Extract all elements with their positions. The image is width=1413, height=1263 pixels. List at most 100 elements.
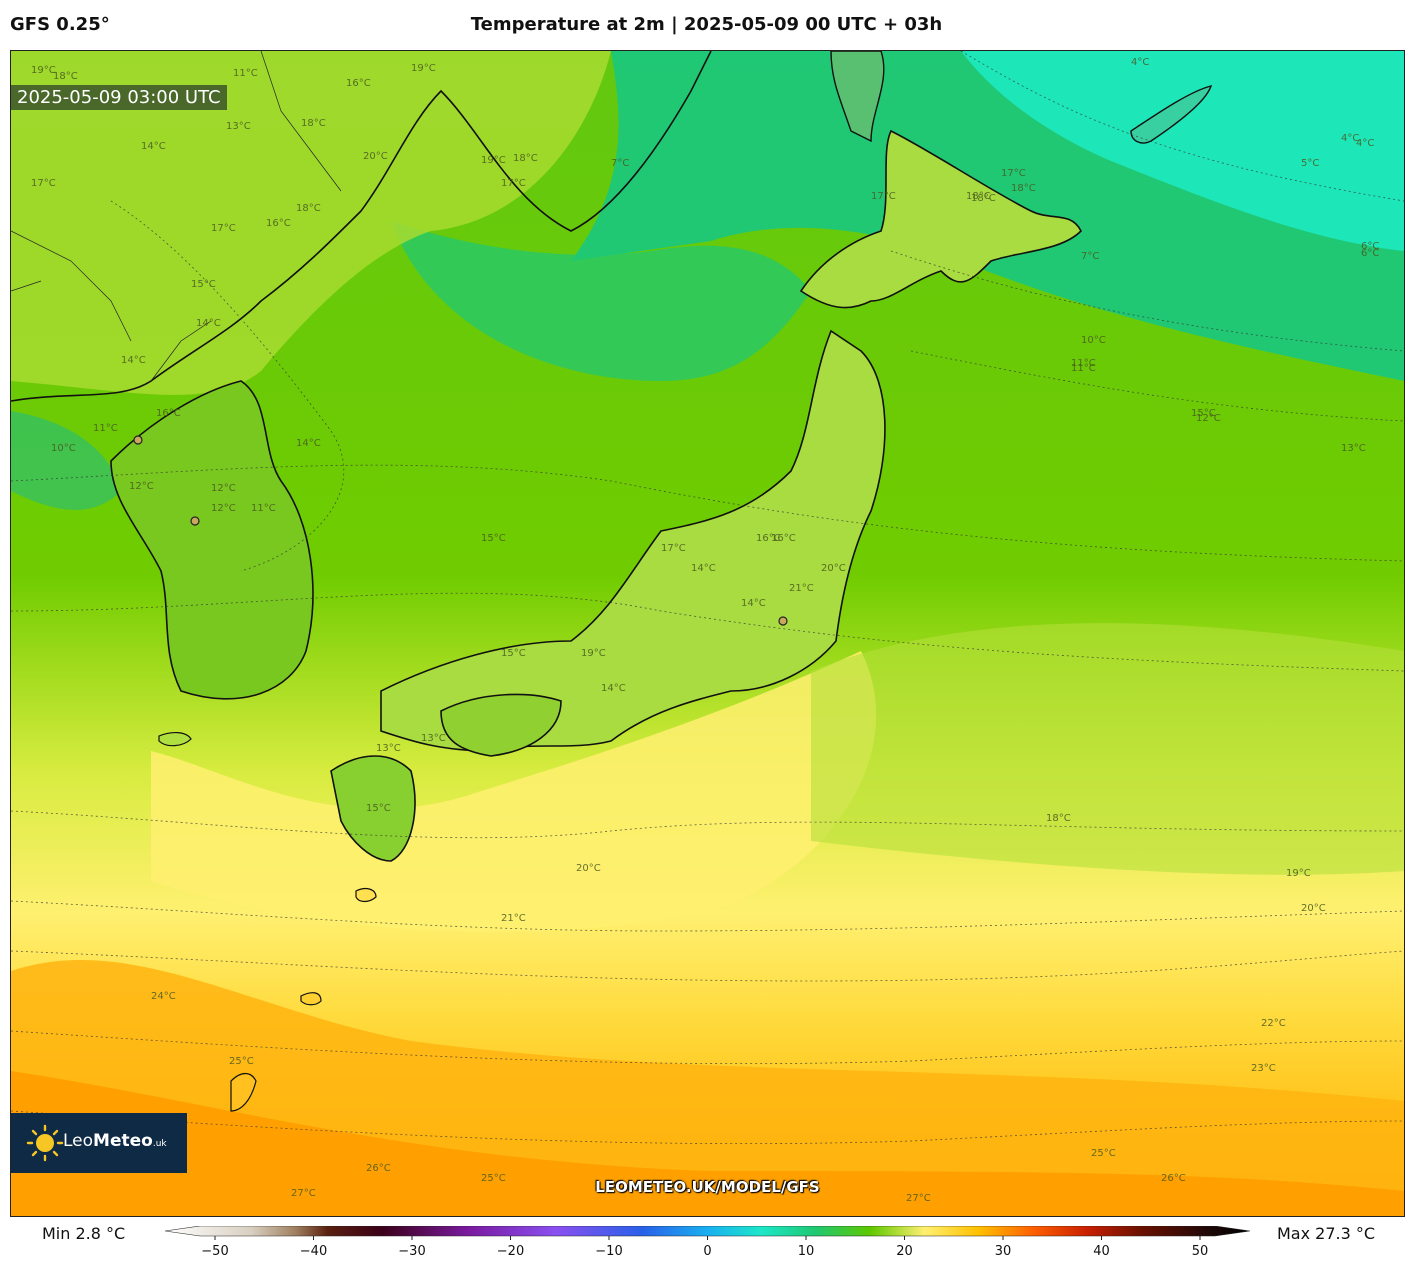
contour-label: 13°C [376,743,401,754]
scale-ticks: −50 −40 −30 −20 −10 0 10 20 30 40 50 [201,1236,1208,1259]
contour-label: 11°C [1071,358,1096,369]
scale-tick-label: −30 [398,1244,425,1259]
contour-label: 11°C [233,68,258,79]
contour-label: 12°C [1196,413,1221,424]
model-label: GFS 0.25° [10,14,110,35]
contour-label: 17°C [661,543,686,554]
contour-label: 12°C [129,481,154,492]
contour-label: 18°C [53,71,78,82]
ryukyu-island-1 [230,1072,257,1112]
scale-tick-label: 10 [798,1244,815,1259]
contour-label: 12°C [211,483,236,494]
contour-label: 18°C [971,193,996,204]
contour-label: 18°C [513,153,538,164]
contour-label: 15°C [366,803,391,814]
scale-tick-label: 40 [1093,1244,1110,1259]
contour-label: 20°C [821,563,846,574]
color-scale: −50 −40 −30 −20 −10 0 10 20 30 40 50 [164,1226,1251,1259]
contour-label: 11°C [93,423,118,434]
shikoku [440,693,562,757]
contour-label: 21°C [789,583,814,594]
contour-label: 6°C [1361,241,1379,252]
contour-label: 18°C [1011,183,1036,194]
contour-label: 14°C [296,438,321,449]
valid-time-badge: 2025-05-09 03:00 UTC [11,85,227,110]
contour-label: 16°C [156,408,181,419]
contour-label: 13°C [226,121,251,132]
contour-label: 24°C [151,991,176,1002]
contour-label: 16°C [346,78,371,89]
contour-label: 20°C [576,863,601,874]
contour-label: 17°C [1001,168,1026,179]
temperature-map[interactable]: 19°C18°C16°C19°C11°C20°C 19°C 18°C17°C14°C… [11,51,1404,1216]
contour-label: 18°C [296,203,321,214]
contour-label: 26°C [366,1163,391,1174]
contour-label: 27°C [906,1193,931,1204]
contour-label: 14°C [121,355,146,366]
contour-label: 17°C [501,178,526,189]
scale-tick-label: 30 [995,1244,1012,1259]
contour-label: 4°C [1131,57,1149,68]
contour-label: 22°C [1261,1018,1286,1029]
pacific-mild [811,623,1404,875]
scale-tick-label: 0 [703,1244,711,1259]
korea-peninsula [110,380,314,700]
city-marker-beijing-area [133,435,143,445]
contour-label: 16°C [756,533,781,544]
scale-bar [164,1226,1251,1237]
leometeo-logo[interactable]: LeoMeteo.uk [11,1113,187,1173]
sun-icon [26,1124,64,1162]
border-lines [11,51,342,382]
coldest-region [961,51,1404,251]
max-temperature: Max 27.3 °C [1277,1224,1376,1243]
scale-tick-label: −20 [497,1244,524,1259]
scale-tick-label: −40 [300,1244,327,1259]
jeju-island [158,732,192,747]
contour-label: 19°C [581,648,606,659]
contour-label: 20°C [363,151,388,162]
contour-label: 11°C [1071,363,1096,374]
contour-label: 19°C [31,65,56,76]
ryukyu-island-3 [355,887,377,903]
contour-label: 10°C [51,443,76,454]
kyushu [330,755,416,862]
contour-label: 19°C [411,63,436,74]
contour-label: 26°C [1161,1173,1186,1184]
map-title: Temperature at 2m | 2025-05-09 00 UTC + … [470,14,943,35]
city-marker-seoul-area [190,516,200,526]
logo-text: LeoMeteo.uk [63,1131,167,1151]
contour-label: 27°C [291,1188,316,1199]
kuril-islands [1130,85,1213,144]
contour-label: 13°C [421,733,446,744]
scale-tick-label: −50 [201,1244,228,1259]
contour-label: 15°C [191,279,216,290]
contour-label: 18°C [301,118,326,129]
contour-label: 19°C [481,155,506,166]
ryukyu-island-2 [300,992,322,1006]
contour-label: 14°C [141,141,166,152]
contour-label: 7°C [611,158,629,169]
contour-label: 20°C [1301,903,1326,914]
contour-label: 18°C [1046,813,1071,824]
contour-label: 25°C [229,1056,254,1067]
isotherm-lines [11,51,1404,1145]
contour-label: 16°C [771,533,796,544]
contour-label: 25°C [1091,1148,1116,1159]
continent-warm [11,51,611,395]
city-marker-tokyo-area [778,616,788,626]
contour-label: 5°C [1301,158,1319,169]
sakhalin [830,51,885,143]
scale-tick-label: 50 [1192,1244,1209,1259]
contour-label: 21°C [501,913,526,924]
contour-label: 12°C [211,503,236,514]
hokkaido [799,129,1082,309]
map-frame[interactable]: 19°C 18°C 16°C 19°C 11°C 20°C 19°C 18°C 17°C 14°C… [10,50,1405,1217]
contour-label: 13°C [1341,443,1366,454]
scale-tick-label: 20 [896,1244,913,1259]
site-watermark: LEOMETEO.UK/MODEL/GFS [595,1178,820,1196]
contour-label: 17°C [871,191,896,202]
contour-label: 18°C [966,191,991,202]
contour-label: 15°C [481,533,506,544]
contour-label: 6°C [1361,248,1379,259]
sea-cool-band [391,221,811,381]
